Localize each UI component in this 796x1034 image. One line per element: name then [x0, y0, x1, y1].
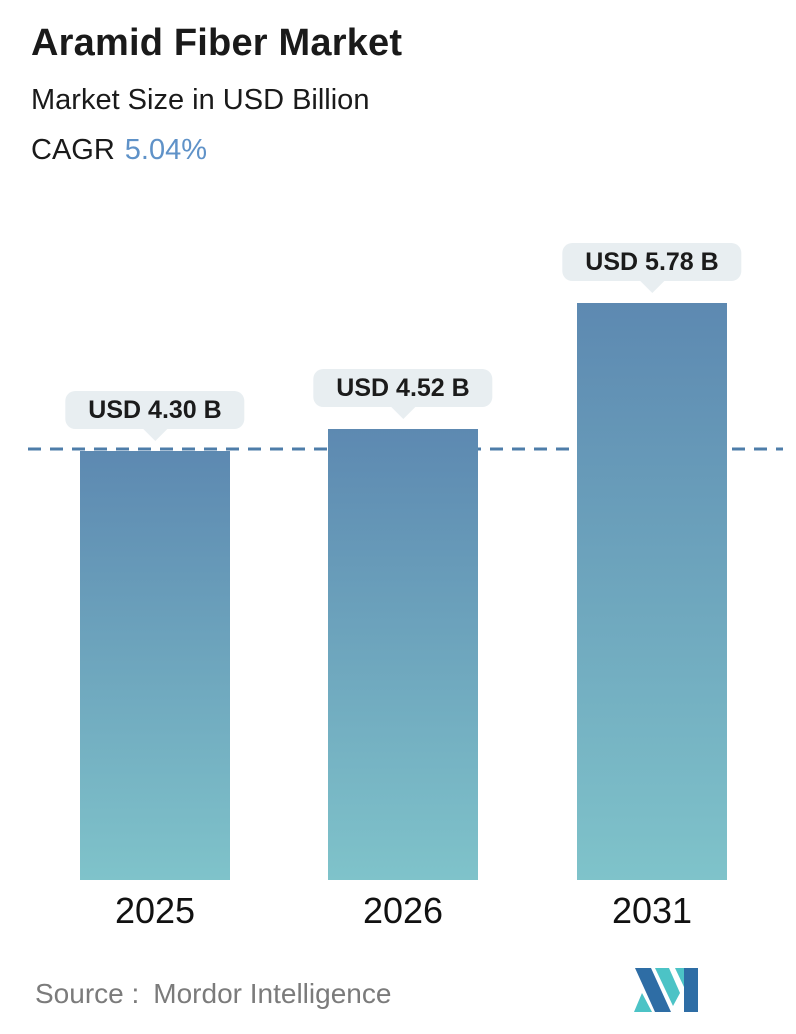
source-attribution: Source : Mordor Intelligence	[35, 978, 391, 1010]
value-bubble-2025: USD 4.30 B	[65, 391, 245, 429]
year-label-2031: 2031	[611, 890, 693, 931]
cagr-value: 5.04%	[124, 134, 208, 166]
year-label-2026: 2026	[362, 890, 444, 931]
chart-subtitle: Market Size in USD Billion	[31, 84, 370, 116]
cagr-label: CAGR	[31, 134, 115, 166]
bar-2026	[328, 429, 478, 880]
bar-2031	[577, 303, 727, 880]
year-label-2025: 2025	[114, 890, 196, 931]
value-bubble-2031: USD 5.78 B	[562, 243, 742, 281]
cagr-line: CAGR 5.04%	[31, 134, 207, 167]
source-label: Source :	[35, 978, 140, 1009]
source-value: Mordor Intelligence	[153, 978, 392, 1009]
mordor-intelligence-logo-icon	[634, 968, 698, 1012]
value-bubble-2026: USD 4.52 B	[313, 369, 493, 407]
bar-2025	[80, 451, 230, 880]
chart-title: Aramid Fiber Market	[31, 22, 403, 64]
